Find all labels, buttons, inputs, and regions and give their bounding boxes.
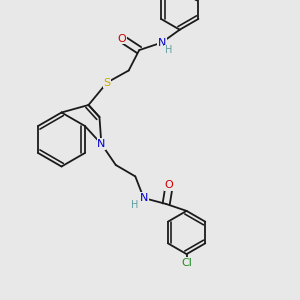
Text: Cl: Cl xyxy=(181,257,192,268)
Text: S: S xyxy=(103,77,111,88)
Text: H: H xyxy=(131,200,138,210)
Text: N: N xyxy=(97,139,106,149)
Text: N: N xyxy=(158,38,166,48)
Text: N: N xyxy=(140,193,148,203)
Text: O: O xyxy=(165,180,174,190)
Text: O: O xyxy=(117,34,126,44)
Text: H: H xyxy=(165,45,172,55)
